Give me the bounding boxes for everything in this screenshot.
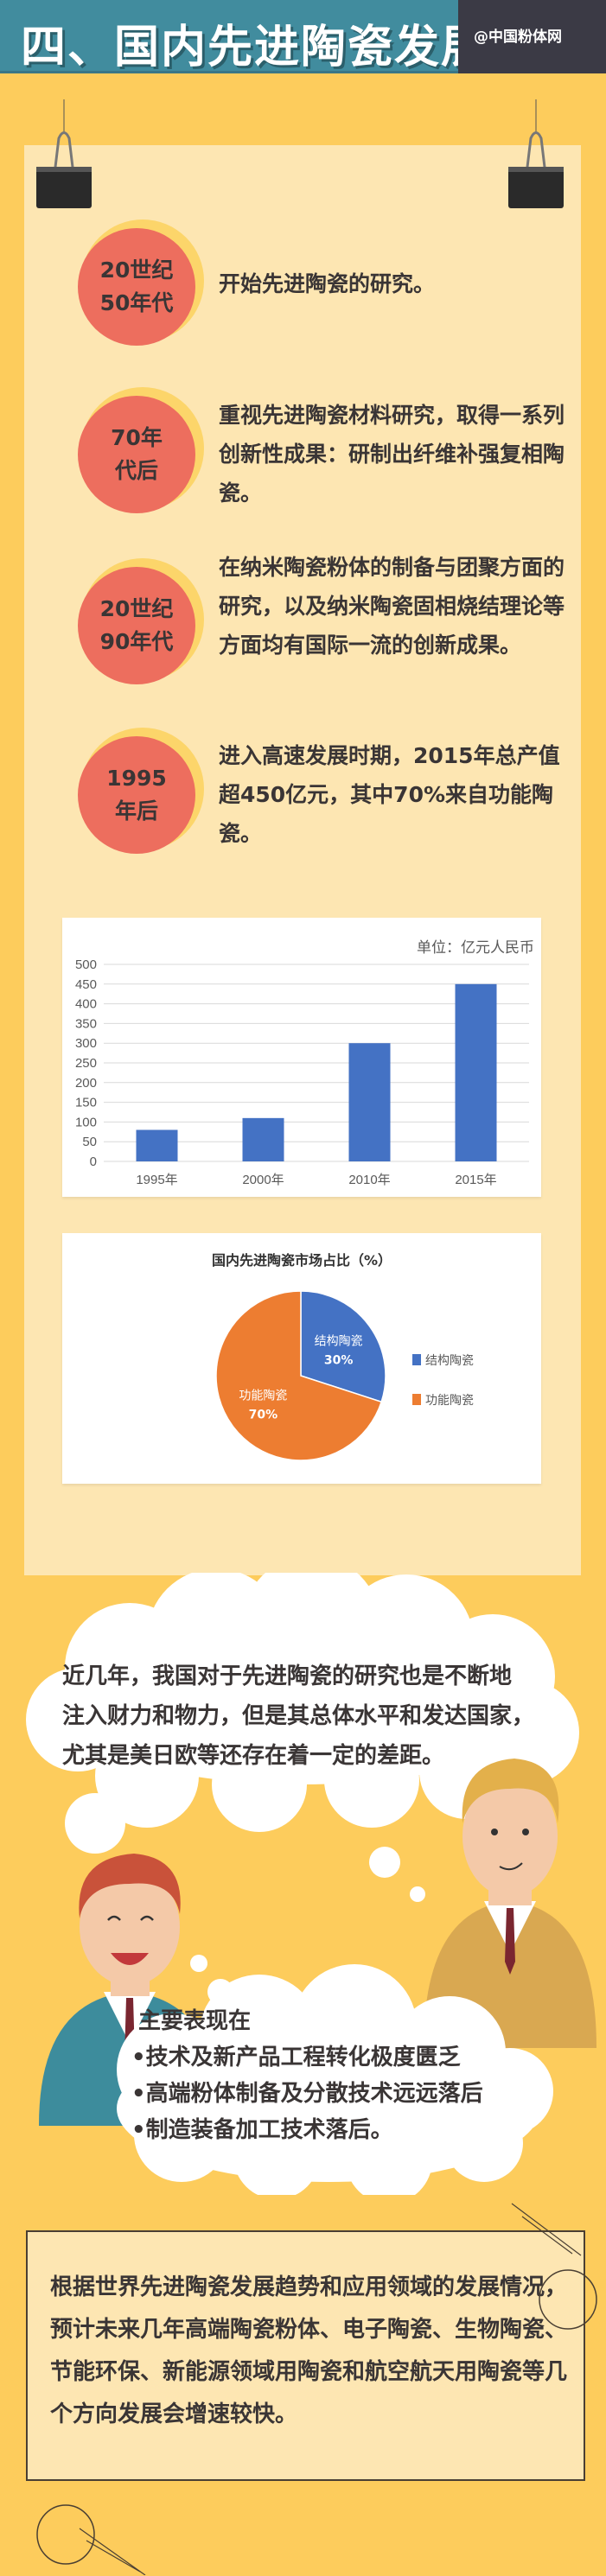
pie-slice bbox=[215, 1290, 383, 1461]
legend-label: 功能陶瓷 bbox=[425, 1394, 474, 1408]
slice-label: 功能陶瓷 bbox=[239, 1390, 287, 1403]
era-badge: 20世纪 50年代 bbox=[78, 219, 207, 353]
thought-dot bbox=[369, 1847, 400, 1878]
thought-dot bbox=[190, 1955, 207, 1972]
speech-cloud-bottom bbox=[117, 1964, 553, 2195]
bar-chart: 0 50 100 150 200 250 300 350 400 450 500 1995年 2000年… bbox=[75, 957, 529, 1187]
y-tick-label: 100 bbox=[75, 1115, 97, 1129]
cloud-bottom-text: 主要表现在 •技术及新产品工程转化极度匮乏 •高端粉体制备及分散技术远远落后 •… bbox=[131, 2008, 483, 2143]
page-title: 四、国内先进陶瓷发展 bbox=[21, 22, 488, 73]
y-tick-label: 50 bbox=[82, 1135, 97, 1149]
bar bbox=[348, 1043, 391, 1161]
slice-value: 70% bbox=[249, 1409, 278, 1422]
brand-box: @中国粉体网 bbox=[458, 0, 606, 73]
timeline-text: 重视先进陶瓷材料研究，取得一系列创新性成果：研制出纤维补强复相陶瓷。 bbox=[219, 403, 565, 506]
x-tick-label: 2010年 bbox=[348, 1173, 390, 1187]
doodle-circle bbox=[36, 2504, 95, 2565]
binder-clip-icon bbox=[508, 99, 564, 208]
cloud-top-text: 近几年，我国对于先进陶瓷的研究也是不断地 注入财力和物力，但是其总体水平和发达国… bbox=[62, 1663, 535, 1769]
y-tick-label: 0 bbox=[90, 1154, 97, 1169]
binder-clip-icon bbox=[36, 99, 92, 208]
unit-label: 单位：亿元人民币 bbox=[417, 939, 534, 957]
y-tick-label: 250 bbox=[75, 1056, 97, 1071]
bar bbox=[136, 1129, 178, 1161]
slice-value: 30% bbox=[324, 1353, 354, 1367]
x-tick-label: 2015年 bbox=[455, 1173, 496, 1187]
pie-slice bbox=[300, 1290, 386, 1403]
era-badge: 70年 代后 bbox=[78, 387, 207, 520]
y-tick-label: 350 bbox=[75, 1016, 97, 1031]
pie-title: 国内先进陶瓷市场占比（%） bbox=[211, 1252, 392, 1269]
y-tick-label: 500 bbox=[75, 957, 97, 972]
era-badge: 1995 年后 bbox=[78, 728, 207, 861]
y-tick-label: 200 bbox=[75, 1076, 97, 1091]
decorative-doodles bbox=[36, 2203, 597, 2575]
brand-logo: @中国粉体网 bbox=[474, 29, 562, 46]
era-badge: 20世纪 90年代 bbox=[78, 558, 207, 691]
doodle-circle bbox=[539, 2269, 597, 2330]
timeline-text: 开始先进陶瓷的研究。 bbox=[219, 271, 436, 296]
thought-dot bbox=[410, 1886, 425, 1902]
y-tick-label: 300 bbox=[75, 1036, 97, 1051]
legend-swatch bbox=[412, 1354, 421, 1365]
summary-box: 根据世界先进陶瓷发展趋势和应用领域的发展情况，预计未来几年高端陶瓷粉体、电子陶瓷… bbox=[26, 2230, 585, 2481]
bar-chart-card: 单位：亿元人民币 0 50 100 150 200 250 300 350 400 450 500 1… bbox=[62, 918, 541, 1197]
speech-cloud-top bbox=[26, 1573, 579, 1854]
illustration bbox=[26, 1573, 596, 2195]
legend-swatch bbox=[412, 1394, 421, 1405]
legend-label: 结构陶瓷 bbox=[425, 1354, 474, 1368]
bar bbox=[242, 1117, 284, 1161]
bar bbox=[455, 983, 497, 1161]
summary-text: 根据世界先进陶瓷发展趋势和应用领域的发展情况，预计未来几年高端陶瓷粉体、电子陶瓷… bbox=[50, 2274, 568, 2427]
pie-chart-card: 国内先进陶瓷市场占比（%） 结构陶瓷 30% 结构陶瓷功能陶瓷 70% 功能陶瓷 bbox=[62, 1233, 541, 1484]
header-banner: 四、国内先进陶瓷发展 @中国粉体网 bbox=[0, 0, 606, 73]
y-tick-label: 400 bbox=[75, 997, 97, 1012]
y-tick-label: 450 bbox=[75, 977, 97, 992]
timeline-text: 在纳米陶瓷粉体的制备与团聚方面的研究，以及纳米陶瓷固相烧结理论等方面均有国际一流… bbox=[219, 555, 565, 658]
slice-label: 结构陶瓷 bbox=[315, 1334, 363, 1348]
y-tick-label: 150 bbox=[75, 1096, 97, 1110]
timeline-text: 进入高速发展时期，2015年总产值超450亿元，其中70%来自功能陶瓷。 bbox=[219, 743, 560, 846]
x-tick-label: 1995年 bbox=[136, 1173, 177, 1187]
x-tick-label: 2000年 bbox=[242, 1173, 284, 1187]
